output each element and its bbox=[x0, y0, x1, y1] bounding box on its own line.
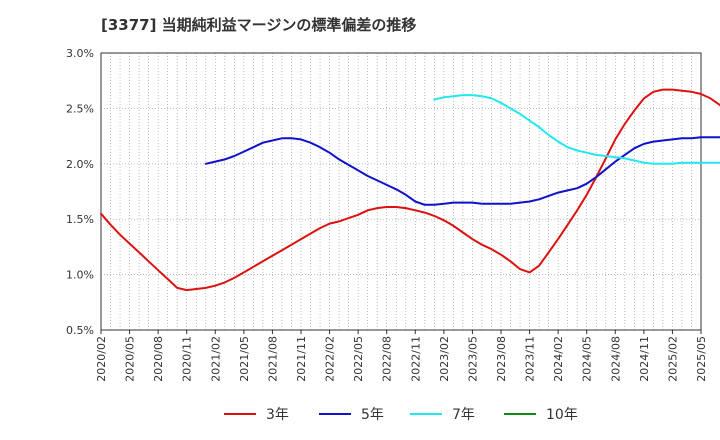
x-tick-label: 2020/02 bbox=[95, 336, 108, 382]
x-tick-label: 2024/11 bbox=[638, 336, 651, 382]
plot-border bbox=[100, 52, 702, 331]
x-tick-label: 2023/08 bbox=[495, 336, 508, 382]
x-tick-label: 2023/11 bbox=[524, 336, 537, 382]
x-tick-label: 2021/08 bbox=[266, 336, 279, 382]
x-tick-label: 2025/02 bbox=[666, 336, 679, 382]
series-line-3年 bbox=[100, 88, 720, 292]
y-tick-label: 1.0% bbox=[66, 269, 94, 282]
legend: 3年 5年 7年 10年 bbox=[224, 407, 578, 423]
legend-label: 3年 bbox=[266, 407, 289, 423]
x-tick-label: 2022/05 bbox=[352, 336, 365, 382]
y-tick-label: 3.0% bbox=[66, 47, 94, 60]
x-tick-label: 2023/05 bbox=[466, 336, 479, 382]
series-line-7年 bbox=[433, 94, 720, 165]
x-tick-label: 2020/05 bbox=[124, 336, 137, 382]
legend-label: 10年 bbox=[546, 407, 578, 423]
x-tick-label: 2023/02 bbox=[438, 336, 451, 382]
y-tick-label: 0.5% bbox=[66, 324, 94, 337]
legend-label: 5年 bbox=[361, 407, 384, 423]
x-tick-label: 2022/08 bbox=[381, 336, 394, 382]
x-tick-label: 2024/05 bbox=[581, 336, 594, 382]
x-tick-label: 2022/02 bbox=[324, 336, 337, 382]
chart-title: [3377] 当期純利益マージンの標準偏差の推移 bbox=[101, 16, 417, 34]
x-tick-label: 2020/11 bbox=[181, 336, 194, 382]
x-tick-label: 2024/08 bbox=[609, 336, 622, 382]
x-tick-label: 2021/02 bbox=[209, 336, 222, 382]
legend-label: 7年 bbox=[452, 407, 475, 423]
x-tick-label: 2020/08 bbox=[152, 336, 165, 382]
y-tick-label: 2.0% bbox=[66, 158, 94, 171]
y-tick-label: 1.5% bbox=[66, 213, 94, 226]
x-tick-label: 2021/11 bbox=[295, 336, 308, 382]
x-tick-label: 2022/11 bbox=[409, 336, 422, 382]
series-line-5年 bbox=[204, 136, 720, 206]
y-tick-label: 2.5% bbox=[66, 102, 94, 115]
x-tick-label: 2024/02 bbox=[552, 336, 565, 382]
grid bbox=[101, 53, 701, 330]
x-tick-label: 2021/05 bbox=[238, 336, 251, 382]
x-tick-label: 2025/05 bbox=[695, 336, 708, 382]
